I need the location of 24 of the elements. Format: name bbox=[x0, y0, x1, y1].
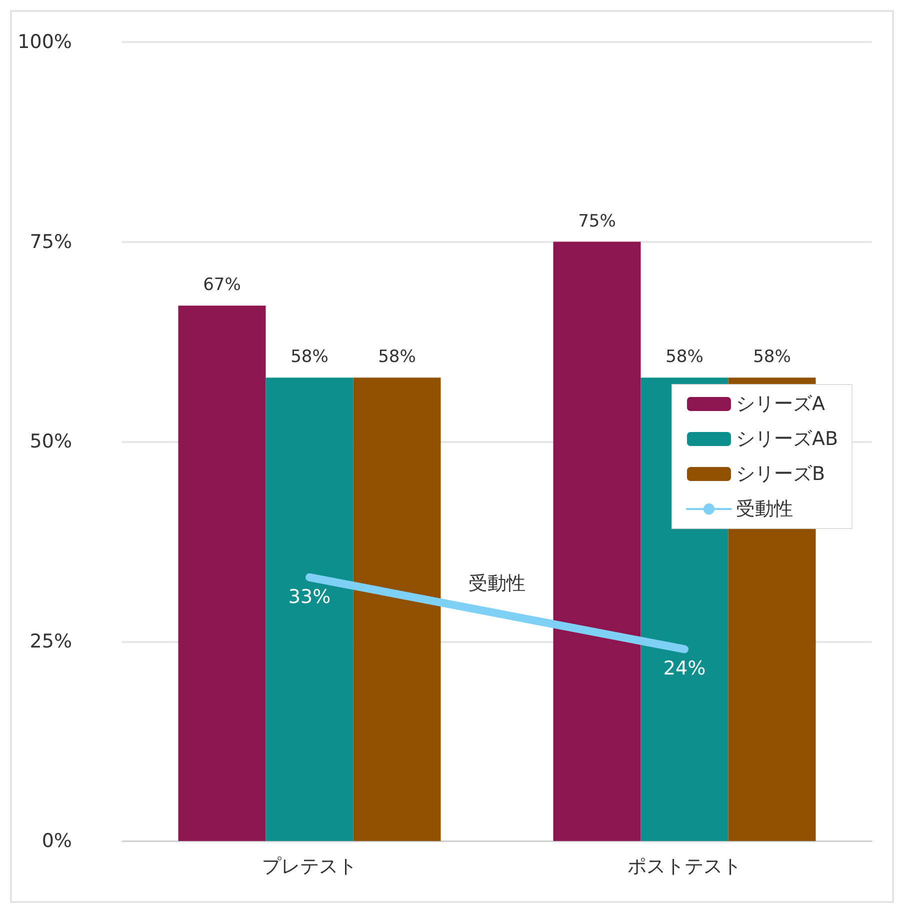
data-label: 24% bbox=[663, 658, 706, 680]
y-tick-label: 75% bbox=[30, 230, 72, 253]
legend-label: シリーズB bbox=[736, 463, 826, 485]
bar bbox=[266, 378, 354, 841]
y-tick-label: 100% bbox=[18, 31, 72, 53]
bar bbox=[353, 378, 441, 841]
legend-label: シリーズAB bbox=[736, 428, 838, 450]
data-label: 58% bbox=[290, 347, 328, 368]
bar bbox=[553, 242, 641, 841]
legend-label: シリーズA bbox=[736, 393, 825, 415]
y-tick-label: 25% bbox=[30, 630, 72, 652]
data-label: 75% bbox=[578, 211, 616, 232]
x-tick-label: ポストテスト bbox=[628, 856, 742, 878]
data-label: 58% bbox=[753, 347, 791, 368]
y-tick-label: 50% bbox=[30, 430, 72, 452]
data-label: 67% bbox=[203, 275, 241, 296]
x-tick-label: プレテスト bbox=[262, 856, 357, 878]
text: 受動性 bbox=[468, 572, 526, 594]
data-label: 58% bbox=[666, 347, 704, 368]
data-label: 33% bbox=[288, 586, 331, 608]
bar bbox=[178, 306, 266, 841]
y-tick-label: 0% bbox=[42, 830, 72, 852]
legend-label: 受動性 bbox=[736, 498, 793, 520]
data-label: 58% bbox=[378, 347, 416, 368]
